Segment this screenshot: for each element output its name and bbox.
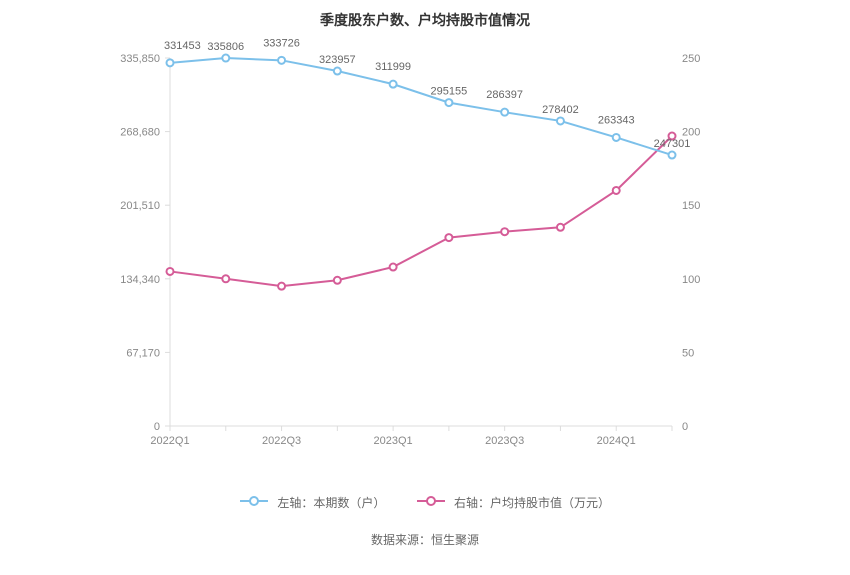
series1-marker: [390, 81, 397, 88]
y-right-tick-label: 150: [682, 200, 700, 212]
series1-marker: [501, 109, 508, 116]
series2-marker: [390, 264, 397, 271]
y-left-tick-label: 134,340: [120, 274, 160, 286]
series1-data-label: 263343: [598, 114, 635, 126]
y-left-tick-label: 67,170: [126, 347, 160, 359]
x-tick-label: 2022Q1: [150, 435, 189, 447]
series1-marker: [557, 117, 564, 124]
series1-line: [170, 58, 672, 155]
series2-line: [170, 136, 672, 286]
x-tick-label: 2022Q3: [262, 435, 301, 447]
x-tick-label: 2023Q1: [374, 435, 413, 447]
series2-marker: [222, 275, 229, 282]
y-right-tick-label: 100: [682, 274, 700, 286]
chart-svg: 0 67,170 134,340 201,510 268,680 335,850 0 50 10…: [0, 30, 850, 470]
series1-data-label: 295155: [431, 86, 468, 98]
chart-title: 季度股东户数、户均持股市值情况: [0, 0, 850, 30]
series2-marker: [557, 224, 564, 231]
series1-marker: [334, 68, 341, 75]
series2-marker: [167, 268, 174, 275]
y-left-tick-label: 201,510: [120, 200, 160, 212]
y-right-tick-label: 200: [682, 127, 700, 139]
x-tick-label: 2023Q3: [485, 435, 524, 447]
legend-swatch-series2: [417, 495, 445, 510]
legend-label-series2: 右轴：户均持股市值（万元）: [454, 496, 610, 510]
series1-marker: [613, 134, 620, 141]
legend-swatch-series1: [240, 495, 268, 510]
series1-data-label: 323957: [319, 54, 356, 66]
series2-marker: [613, 187, 620, 194]
y-left-tick-label: 0: [154, 421, 160, 433]
source-label: 数据来源：恒生聚源: [0, 531, 850, 548]
series2-marker: [278, 283, 285, 290]
y-left-tick-label: 268,680: [120, 127, 160, 139]
series1-marker: [278, 57, 285, 64]
series1-marker: [445, 99, 452, 106]
series1-data-label: 335806: [207, 41, 244, 53]
x-tick-label: 2024Q1: [597, 435, 636, 447]
series1-marker: [167, 59, 174, 66]
series2-marker: [501, 228, 508, 235]
series2-marker: [334, 277, 341, 284]
series1-marker: [222, 55, 229, 62]
series1-data-label: 247301: [654, 138, 691, 150]
y-right-tick-label: 50: [682, 347, 694, 359]
series1-data-label: 311999: [375, 61, 411, 73]
legend-label-series1: 左轴：本期数（户）: [277, 496, 385, 510]
legend-item-series2: 右轴：户均持股市值（万元）: [417, 494, 610, 511]
legend-item-series1: 左轴：本期数（户）: [240, 494, 385, 511]
series1-data-label: 333726: [263, 37, 300, 49]
series1-data-label: 331453: [164, 40, 201, 52]
series1-marker: [669, 152, 676, 159]
series1-data-label: 278402: [542, 104, 579, 116]
series2-marker: [445, 234, 452, 241]
y-right-tick-label: 250: [682, 53, 700, 65]
series1-data-label: 286397: [486, 89, 523, 101]
y-right-tick-label: 0: [682, 421, 688, 433]
legend: 左轴：本期数（户） 右轴：户均持股市值（万元）: [0, 494, 850, 511]
chart-area: 0 67,170 134,340 201,510 268,680 335,850 0 50 10…: [0, 30, 850, 470]
y-left-tick-label: 335,850: [120, 53, 160, 65]
